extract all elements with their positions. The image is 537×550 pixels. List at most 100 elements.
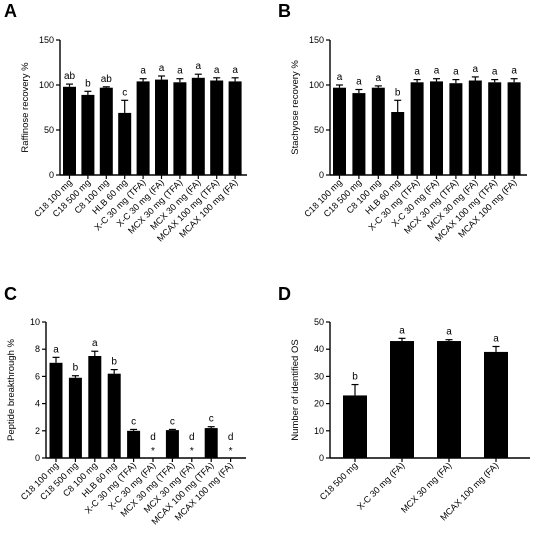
bar bbox=[107, 373, 121, 458]
bar bbox=[333, 87, 346, 175]
panel-c-letter: C bbox=[4, 284, 17, 304]
group-letter: c bbox=[131, 416, 136, 427]
y-tick-label: 10 bbox=[30, 317, 40, 327]
bar bbox=[118, 112, 132, 175]
group-letter: a bbox=[232, 65, 238, 76]
y-tick-label: 40 bbox=[314, 344, 324, 354]
group-letter: ab bbox=[101, 74, 113, 85]
y-tick-label: 6 bbox=[35, 371, 40, 381]
y-axis-label: Stachyose recovery % bbox=[290, 60, 301, 155]
category-label: MCX 30 mg (FA) bbox=[399, 460, 453, 514]
group-letter: a bbox=[453, 67, 459, 78]
group-letter: c bbox=[209, 414, 214, 425]
bar bbox=[81, 94, 95, 175]
bar bbox=[228, 81, 242, 175]
bar bbox=[173, 82, 187, 175]
y-tick-label: 2 bbox=[35, 426, 40, 436]
y-tick-label: 50 bbox=[314, 125, 324, 135]
panel-d: D 0 10 20 30 40 50 Number of identified OS b C18… bbox=[278, 284, 530, 523]
bar bbox=[352, 93, 366, 175]
bar bbox=[468, 80, 482, 175]
bar bbox=[430, 81, 443, 175]
group-letter: a bbox=[356, 77, 362, 88]
panel-d-letter: D bbox=[278, 284, 291, 304]
category-label: C18 500 mg bbox=[318, 460, 360, 502]
y-tick-label: 100 bbox=[309, 80, 324, 90]
y-tick-label: 0 bbox=[35, 453, 40, 463]
y-tick-label: 0 bbox=[319, 170, 324, 180]
bar bbox=[136, 81, 150, 175]
group-letter: b bbox=[395, 87, 401, 98]
bar bbox=[343, 395, 367, 458]
bar bbox=[488, 82, 502, 175]
y-axis-label: Peptide breakthrough % bbox=[6, 338, 17, 440]
bar bbox=[390, 341, 414, 458]
bar bbox=[210, 80, 224, 175]
significance-star: * bbox=[229, 446, 233, 457]
group-letter: a bbox=[511, 66, 517, 77]
bar bbox=[204, 428, 218, 458]
bar bbox=[49, 362, 63, 458]
bar bbox=[191, 77, 205, 175]
bar bbox=[155, 79, 168, 175]
bar bbox=[410, 82, 424, 175]
bar bbox=[371, 87, 385, 175]
category-label: X-C 30 mg (FA) bbox=[355, 460, 406, 511]
group-letter: a bbox=[376, 73, 382, 84]
bar bbox=[63, 86, 76, 175]
y-tick-label: 50 bbox=[44, 125, 54, 135]
bar bbox=[391, 112, 405, 175]
group-letter: a bbox=[399, 325, 405, 336]
y-tick-label: 100 bbox=[39, 80, 54, 90]
group-letter: a bbox=[92, 338, 98, 349]
group-letter: a bbox=[337, 72, 343, 83]
group-letter: d bbox=[189, 432, 195, 443]
bar bbox=[437, 341, 461, 458]
group-letter: b bbox=[85, 78, 91, 89]
y-tick-label: 10 bbox=[314, 426, 324, 436]
group-letter: c bbox=[122, 87, 127, 98]
bar bbox=[99, 87, 113, 175]
y-tick-label: 0 bbox=[319, 453, 324, 463]
significance-star: * bbox=[190, 446, 194, 457]
bar bbox=[88, 356, 102, 458]
y-tick-label: 20 bbox=[314, 399, 324, 409]
y-tick-label: 150 bbox=[309, 35, 324, 45]
panel-a-letter: A bbox=[4, 1, 17, 21]
group-letter: b bbox=[73, 363, 79, 374]
group-letter: a bbox=[446, 327, 452, 338]
group-letter: c bbox=[170, 416, 175, 427]
group-letter: a bbox=[159, 63, 165, 74]
bar bbox=[127, 430, 141, 458]
bar bbox=[484, 351, 508, 458]
group-letter: a bbox=[140, 66, 146, 77]
group-letter: a bbox=[177, 66, 183, 77]
group-letter: a bbox=[196, 61, 202, 72]
y-tick-label: 50 bbox=[314, 317, 324, 327]
group-letter: b bbox=[352, 372, 358, 383]
y-axis-label: Number of identified OS bbox=[290, 339, 301, 440]
group-letter: a bbox=[473, 64, 479, 75]
y-axis-label: Raffinose recovery % bbox=[20, 62, 31, 153]
group-letter: a bbox=[414, 67, 420, 78]
group-letter: b bbox=[111, 357, 117, 368]
significance-star: * bbox=[151, 446, 155, 457]
bar bbox=[68, 377, 82, 458]
y-tick-label: 0 bbox=[49, 170, 54, 180]
bar bbox=[507, 82, 521, 175]
group-letter: a bbox=[493, 333, 499, 344]
group-letter: d bbox=[228, 432, 234, 443]
y-tick-label: 4 bbox=[35, 399, 40, 409]
bar bbox=[165, 430, 179, 458]
group-letter: a bbox=[434, 66, 440, 77]
y-tick-label: 30 bbox=[314, 371, 324, 381]
group-letter: d bbox=[150, 432, 156, 443]
group-letter: a bbox=[53, 344, 59, 355]
y-tick-label: 8 bbox=[35, 344, 40, 354]
group-letter: ab bbox=[64, 71, 76, 82]
panel-b-letter: B bbox=[278, 1, 291, 21]
bar bbox=[449, 83, 463, 175]
